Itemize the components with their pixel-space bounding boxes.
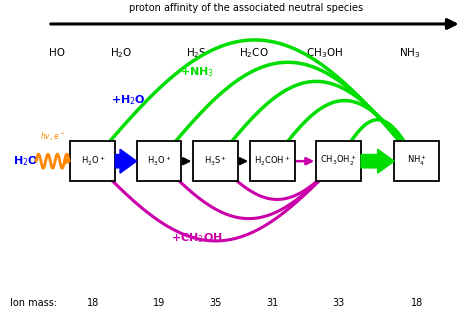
Text: H$_2$O: H$_2$O bbox=[12, 154, 38, 168]
Text: 35: 35 bbox=[210, 298, 222, 308]
FancyBboxPatch shape bbox=[71, 141, 115, 181]
Text: NH$_4^+$: NH$_4^+$ bbox=[407, 154, 427, 168]
FancyBboxPatch shape bbox=[316, 141, 361, 181]
Text: H$_2$S: H$_2$S bbox=[186, 46, 207, 59]
Text: H$_2$O: H$_2$O bbox=[110, 46, 132, 59]
Text: +H$_2$O: +H$_2$O bbox=[111, 94, 146, 108]
FancyBboxPatch shape bbox=[250, 141, 295, 181]
Text: CH$_3$OH$_2^+$: CH$_3$OH$_2^+$ bbox=[320, 154, 357, 168]
FancyBboxPatch shape bbox=[137, 141, 182, 181]
Text: +CH$_3$OH: +CH$_3$OH bbox=[171, 231, 223, 245]
Text: H$_2$COH$^+$: H$_2$COH$^+$ bbox=[254, 155, 291, 168]
Text: HO: HO bbox=[49, 48, 65, 58]
Polygon shape bbox=[361, 149, 394, 173]
Text: $hv,e^-$: $hv,e^-$ bbox=[40, 130, 65, 142]
Text: H$_2$O$^+$: H$_2$O$^+$ bbox=[81, 155, 105, 168]
Text: CH$_3$OH: CH$_3$OH bbox=[306, 46, 343, 59]
FancyBboxPatch shape bbox=[394, 141, 439, 181]
Text: H$_2$CO: H$_2$CO bbox=[239, 46, 268, 59]
Text: Ion mass:: Ion mass: bbox=[10, 298, 57, 308]
Text: 18: 18 bbox=[410, 298, 423, 308]
Text: 18: 18 bbox=[87, 298, 99, 308]
Text: 33: 33 bbox=[332, 298, 345, 308]
FancyBboxPatch shape bbox=[193, 141, 238, 181]
Text: proton affinity of the associated neutral species: proton affinity of the associated neutra… bbox=[129, 3, 364, 13]
Text: +NH$_3$: +NH$_3$ bbox=[180, 65, 214, 79]
Text: H$_3$O$^+$: H$_3$O$^+$ bbox=[147, 155, 171, 168]
Text: H$_3$S$^+$: H$_3$S$^+$ bbox=[204, 155, 228, 168]
Text: NH$_3$: NH$_3$ bbox=[399, 46, 420, 59]
Polygon shape bbox=[115, 149, 137, 173]
Text: 19: 19 bbox=[153, 298, 165, 308]
Text: 31: 31 bbox=[266, 298, 279, 308]
